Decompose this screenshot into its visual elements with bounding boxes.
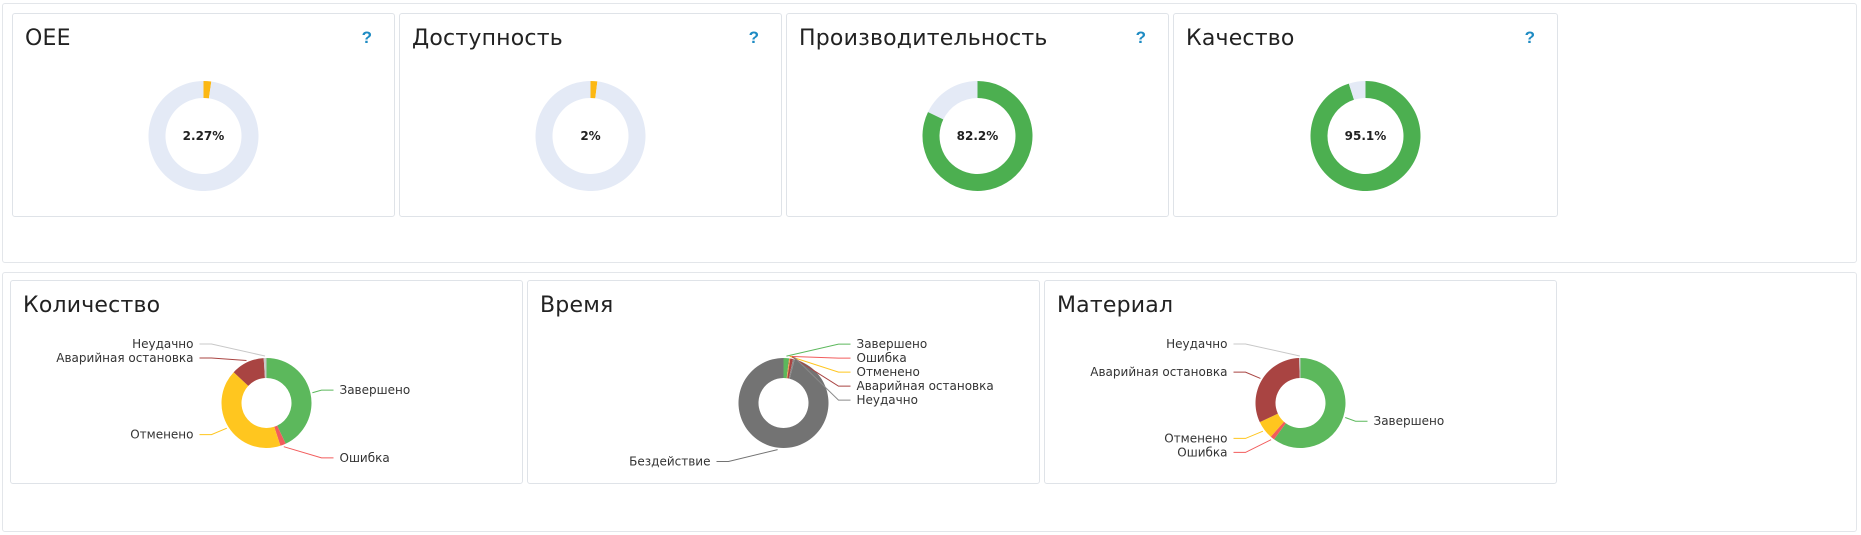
card-title: Количество	[23, 293, 161, 318]
donut-label-connector	[1233, 430, 1264, 439]
donut-slice-label: Ошибка	[857, 351, 907, 365]
gauge-value-slice[interactable]	[1310, 81, 1421, 191]
donut-label-connector	[283, 446, 334, 459]
donut-slice-label: Аварийная остановка	[857, 379, 994, 393]
card-title: Качество	[1186, 26, 1295, 51]
donut-slice[interactable]	[1255, 358, 1300, 423]
gauge-value-slice[interactable]	[590, 81, 598, 99]
performance-gauge-chart: 82.2%	[922, 81, 1033, 191]
donut-label-connector	[793, 356, 851, 401]
gauge-center-label: 2.27%	[183, 129, 225, 143]
quality-card: Качество ? 95.1%	[1173, 13, 1558, 217]
donut-label-connector	[199, 427, 228, 436]
donut-label-connector	[1233, 439, 1272, 453]
help-icon[interactable]: ?	[1524, 28, 1535, 47]
availability-card: Доступность ? 2%	[399, 13, 782, 217]
donut-slice-label: Аварийная остановка	[56, 351, 193, 365]
help-icon[interactable]: ?	[748, 28, 759, 47]
card-title: Производительность	[799, 26, 1048, 51]
donut-slice-label: Неудачно	[857, 393, 918, 407]
donut-label-connector	[1345, 417, 1368, 422]
oee-gauge-chart: 2.27%	[148, 81, 259, 191]
donut-label-connector	[790, 356, 851, 373]
donut-slice[interactable]	[1274, 358, 1346, 448]
quantity-card: Количество Завершено Ошибка Неудачно Аварий…	[10, 280, 523, 484]
donut-label-connector	[716, 449, 778, 463]
donut-slice[interactable]	[786, 358, 791, 379]
gauge-remaining-slice[interactable]	[1348, 81, 1366, 100]
donut-slice[interactable]	[263, 358, 267, 379]
donut-slice[interactable]	[266, 358, 312, 444]
donut-slice-label: Отменено	[130, 428, 193, 442]
performance-card: Производительность ? 82.2%	[786, 13, 1169, 217]
donut-slice[interactable]	[786, 358, 790, 379]
availability-gauge-chart: 2%	[535, 81, 646, 191]
donut-slice-label: Аварийная остановка	[1090, 365, 1227, 379]
kpi-row: OEE ? 2.27% Доступность ? 2% Производите…	[2, 3, 1857, 263]
donut-slice[interactable]	[738, 358, 829, 448]
card-title: Материал	[1057, 293, 1174, 318]
help-icon[interactable]: ?	[1135, 28, 1146, 47]
material-card: Материал Завершено Неудачно Аварийная оста…	[1044, 280, 1557, 484]
donut-slice-label: Неудачно	[132, 337, 193, 351]
help-icon[interactable]: ?	[361, 28, 372, 47]
donut-slice-label: Завершено	[340, 383, 411, 397]
donut-slice[interactable]	[274, 425, 286, 446]
donut-label-connector	[786, 343, 851, 357]
donut-slice-label: Неудачно	[1166, 337, 1227, 351]
quality-gauge-chart: 95.1%	[1310, 81, 1421, 191]
donut-slice[interactable]	[788, 359, 795, 379]
donut-slice[interactable]	[1299, 358, 1301, 379]
gauge-remaining-slice[interactable]	[148, 81, 259, 191]
donut-slice[interactable]	[787, 358, 794, 379]
gauge-remaining-slice[interactable]	[535, 81, 646, 191]
donut-slice[interactable]	[1259, 413, 1284, 437]
donut-slice-label: Отменено	[1164, 431, 1227, 445]
donut-slice-label: Завершено	[857, 337, 928, 351]
donut-slice-label: Ошибка	[340, 451, 390, 465]
donut-label-connector	[199, 343, 266, 357]
card-title: Время	[540, 293, 614, 318]
donut-slice[interactable]	[1270, 421, 1286, 440]
gauge-center-label: 82.2%	[957, 129, 999, 143]
time-card: Время Завершено Ошибка Отменено Аварийная о…	[527, 280, 1040, 484]
gauge-value-slice[interactable]	[922, 81, 1033, 191]
donut-slice[interactable]	[233, 358, 265, 386]
donut-label-connector	[1233, 343, 1300, 357]
donut-label-connector	[789, 355, 851, 359]
breakdown-row: Количество Завершено Ошибка Неудачно Аварий…	[2, 272, 1857, 532]
donut-slice[interactable]	[221, 372, 281, 448]
card-title: OEE	[25, 26, 71, 51]
donut-slice-label: Отменено	[857, 365, 920, 379]
card-title: Доступность	[412, 26, 563, 51]
donut-slice-label: Бездействие	[629, 455, 710, 469]
oee-card: OEE ? 2.27%	[12, 13, 395, 217]
gauge-value-slice[interactable]	[203, 81, 212, 99]
donut-label-connector	[312, 389, 334, 394]
donut-slice-label: Ошибка	[1177, 445, 1227, 459]
gauge-center-label: 2%	[580, 129, 600, 143]
donut-label-connector	[1233, 371, 1261, 379]
donut-slice-label: Завершено	[1374, 414, 1445, 428]
gauge-remaining-slice[interactable]	[928, 81, 978, 120]
donut-slice[interactable]	[783, 358, 790, 379]
donut-label-connector	[199, 357, 247, 361]
donut-label-connector	[791, 356, 851, 387]
gauge-center-label: 95.1%	[1345, 129, 1387, 143]
material-donut-chart: Завершено Неудачно Аварийная остановка Отме…	[1090, 337, 1445, 459]
